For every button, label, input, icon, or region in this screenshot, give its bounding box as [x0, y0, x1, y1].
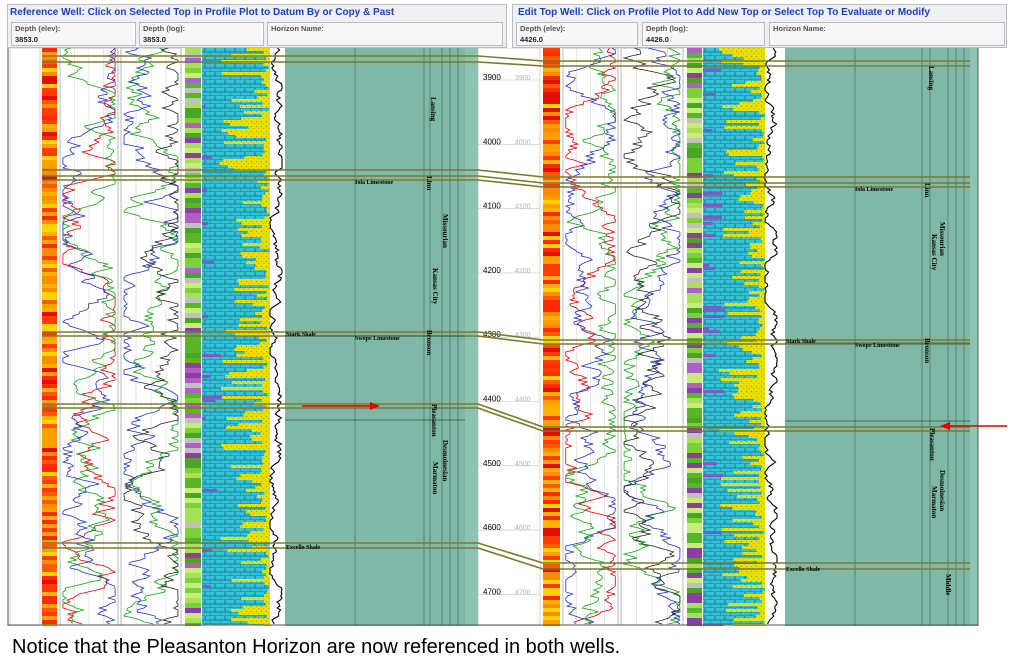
depth-tick-label: 3900	[483, 73, 501, 82]
depth-tick-label: 4300	[483, 330, 501, 339]
reference-depth-elev-label: Depth (elev):	[15, 24, 61, 33]
right-unit-label-lansing: Lansing	[927, 66, 935, 91]
depth-tick-label: 4500	[483, 459, 501, 468]
reference-depth-log-label: Depth (log):	[143, 24, 186, 33]
depth-tick-label: 4700	[483, 587, 501, 596]
right-top-label-stark: Stark Shale	[786, 339, 816, 345]
depth-tick-ghost-label: 4600	[515, 525, 531, 532]
right-unit-label-linn: Linn	[923, 183, 931, 198]
horizon-connector	[477, 331, 544, 341]
left-unit-label-linn: Linn	[425, 176, 433, 191]
depth-tick-ghost-label: 4000	[515, 139, 531, 146]
left-unit-label-lansing: Lansing	[429, 97, 437, 122]
right-unit-label-desmoinesian: Desmoinesian	[938, 470, 946, 511]
left-tops-panel	[285, 48, 465, 626]
right-top-labels: Iola Limestone Stark Shale Swope Limesto…	[786, 187, 900, 573]
horizon-connector	[477, 61, 544, 67]
left-top-label-iola: Iola Limestone	[355, 180, 394, 186]
left-top-label-stark: Stark Shale	[286, 332, 316, 338]
horizon-top-lines	[42, 55, 970, 570]
edit-well-header: Edit Top Well: Click on Profile Plot to …	[512, 4, 1007, 48]
right-stratigraphy-bar	[970, 48, 978, 626]
right-top-label-iola: Iola Limestone	[855, 187, 894, 193]
pleasanton-arrow-left	[302, 402, 380, 410]
edit-depth-log-label: Depth (log):	[646, 24, 689, 33]
left-depth-track	[9, 48, 41, 626]
left-unit-label-missourian: Missourian	[441, 214, 449, 248]
depth-tick-ghost-label: 4700	[515, 589, 531, 596]
depth-tick-ghost-label: 3900	[515, 75, 531, 82]
depth-scale: 3900 3900 4000 4000 4100 4100 4200 4200 4300 4300…	[478, 73, 540, 596]
depth-tick-label: 4600	[483, 523, 501, 532]
right-unit-label-missourian: Missourian	[938, 222, 946, 256]
right-unit-labels: Lansing Linn Missourian Kansas City Bron…	[923, 66, 952, 595]
well-profile-plot[interactable]: 3900 3900 4000 4000 4100 4100 4200 4200 4300 4300…	[7, 48, 1007, 626]
horizon-connector	[477, 403, 544, 428]
reference-depth-log-field[interactable]: Depth (log): 3853.0	[139, 22, 264, 46]
reference-depth-log-value: 3853.0	[143, 35, 166, 44]
right-facies-strip	[687, 48, 702, 626]
right-unit-label-kansas-city: Kansas City	[930, 234, 938, 271]
left-top-labels: Iola Limestone Stark Shale Swope Limesto…	[286, 180, 400, 551]
horizon-connector	[477, 169, 544, 178]
right-tops-panel	[785, 48, 970, 626]
left-unit-label-desmoinesian: Desmoinesian	[441, 440, 449, 481]
edit-well-title: Edit Top Well: Click on Profile Plot to …	[518, 7, 931, 18]
edit-horizon-name-field[interactable]: Horizon Name:	[769, 22, 1005, 46]
left-unit-labels: Lansing Linn Missourian Kansas City Bron…	[425, 97, 449, 494]
depth-tick-ghost-label: 4500	[515, 461, 531, 468]
right-log-track-1	[562, 48, 619, 626]
right-top-label-excello: Excello Shale	[786, 567, 821, 573]
depth-tick-ghost-label: 4200	[515, 268, 531, 275]
edit-depth-log-value: 4426.0	[646, 35, 669, 44]
left-gamma-color-strip	[42, 48, 57, 626]
edit-depth-elev-value: 4426.0	[520, 35, 543, 44]
edit-horizon-name-label: Horizon Name:	[773, 24, 826, 33]
right-unit-label-pleasanton: Pleasanton	[928, 428, 936, 461]
horizon-connector	[477, 335, 544, 345]
right-gamma-color-strip	[543, 48, 560, 626]
pleasanton-arrow-right	[940, 422, 1007, 430]
reference-well-header: Reference Well: Click on Selected Top in…	[7, 4, 507, 48]
depth-tick-label: 4000	[483, 137, 501, 146]
horizon-connector	[477, 542, 544, 564]
reference-horizon-name-field[interactable]: Horizon Name:	[267, 22, 503, 46]
horizon-connector	[477, 175, 544, 184]
left-stratigraphy-bar	[465, 48, 478, 626]
reference-depth-elev-field[interactable]: Depth (elev): 3853.0	[11, 22, 136, 46]
left-lithology-track	[202, 48, 283, 626]
edit-depth-elev-field[interactable]: Depth (elev): 4426.0	[516, 22, 638, 46]
depth-tick-ghost-label: 4100	[515, 204, 531, 211]
reference-depth-elev-value: 3853.0	[15, 35, 38, 44]
left-top-label-swope: Swope Limestone	[355, 336, 400, 342]
horizon-connector	[477, 547, 544, 570]
left-unit-label-marmaton: Marmaton	[431, 462, 439, 494]
depth-tick-ghost-label: 4400	[515, 397, 531, 404]
horizon-connector	[477, 407, 544, 432]
horizon-connector	[477, 179, 544, 188]
edit-depth-elev-label: Depth (elev):	[520, 24, 566, 33]
depth-tick-label: 4100	[483, 202, 501, 211]
edit-depth-log-field[interactable]: Depth (log): 4426.0	[642, 22, 765, 46]
left-unit-label-pleasanton: Pleasanton	[430, 404, 438, 437]
right-top-label-swope: Swope Limestone	[855, 343, 900, 349]
right-unit-label-marmaton: Marmaton	[930, 486, 938, 518]
depth-tick-ghost-label: 4300	[515, 332, 531, 339]
horizon-connector	[477, 55, 544, 62]
caption-text: Notice that the Pleasanton Horizon are n…	[12, 636, 621, 658]
left-facies-strip	[185, 48, 201, 626]
depth-tick-label: 4400	[483, 395, 501, 404]
reference-horizon-name-label: Horizon Name:	[271, 24, 324, 33]
right-unit-label-bronson: Bronson	[923, 338, 931, 363]
depth-tick-label: 4200	[483, 266, 501, 275]
right-log-track-2	[620, 48, 684, 626]
left-unit-label-kansas-city: Kansas City	[431, 268, 439, 305]
reference-well-title: Reference Well: Click on Selected Top in…	[10, 7, 395, 18]
left-unit-label-bronson: Bronson	[425, 330, 433, 355]
left-tops-panel-gridlines	[354, 48, 459, 626]
right-tops-panel-gridlines	[854, 48, 965, 626]
left-top-label-excello: Excello Shale	[286, 545, 321, 551]
right-unit-label-middle: Middle	[944, 574, 952, 595]
